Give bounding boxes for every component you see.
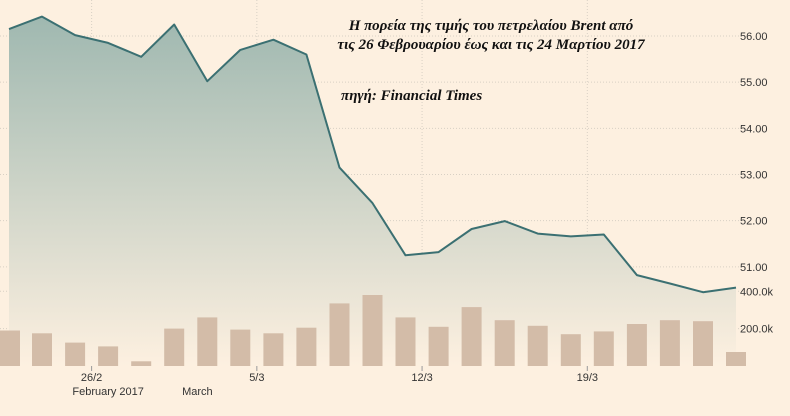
volume-tick-label: 400.0k: [740, 286, 774, 298]
volume-bar: [98, 346, 119, 366]
volume-axis-labels: 200.0k 400.0k: [740, 286, 774, 335]
volume-bar: [65, 342, 86, 366]
volume-bar: [626, 324, 647, 366]
volume-bar: [230, 329, 251, 366]
volume-bar: [560, 334, 581, 366]
x-period-label: March: [182, 386, 213, 398]
price-line-group: [8, 15, 737, 294]
volume-bar: [131, 361, 152, 366]
x-tick-label: 19/3: [577, 372, 598, 384]
price-tick-label: 52.00: [740, 216, 768, 228]
price-area: [9, 16, 736, 366]
volume-bar: [726, 352, 746, 366]
x-tick-label: 12/3: [411, 372, 432, 384]
volume-bar: [527, 325, 548, 366]
price-area-fill: [9, 16, 736, 366]
volume-bar: [494, 320, 515, 366]
volume-bar: [659, 320, 680, 366]
volume-bar: [197, 317, 218, 366]
x-tick-label: 5/3: [249, 372, 264, 384]
volume-bar: [164, 328, 185, 366]
volume-bar: [296, 327, 317, 366]
price-axis-labels: 51.00 52.00 53.00 54.00 55.00 56.00: [740, 31, 768, 274]
volume-bars: [0, 295, 746, 366]
volume-bar: [395, 317, 416, 366]
volume-tick-label: 200.0k: [740, 324, 774, 336]
volume-bar: [263, 333, 284, 366]
price-tick-label: 56.00: [740, 31, 768, 43]
volume-bar: [0, 330, 20, 366]
x-period-label: February 2017: [72, 386, 144, 398]
price-tick-label: 51.00: [740, 262, 768, 274]
volume-bar: [593, 331, 614, 366]
price-tick-label: 54.00: [740, 123, 768, 135]
volume-bar: [329, 303, 350, 366]
volume-bar: [362, 295, 383, 366]
volume-bar: [428, 326, 449, 366]
volume-bar: [461, 307, 482, 366]
x-tick-label: 26/2: [81, 372, 102, 384]
price-line: [8, 15, 737, 294]
volume-bar: [32, 333, 52, 366]
chart-title: Η πορεία της τιμής του πετρελαίου Brent …: [336, 17, 646, 55]
date-axis: 26/2 5/3 12/3 19/3 February 2017 March: [72, 366, 598, 398]
price-tick-label: 55.00: [740, 77, 768, 89]
volume-bar: [693, 321, 713, 366]
chart-title-line-2: τις 26 Φεβρουαρίου έως και τις 24 Μαρτίο…: [337, 37, 645, 53]
price-tick-label: 53.00: [740, 170, 768, 182]
chart-title-line-1: Η πορεία της τιμής του πετρελαίου Brent …: [348, 18, 634, 34]
source-note: πηγή: Financial Times: [341, 88, 483, 104]
